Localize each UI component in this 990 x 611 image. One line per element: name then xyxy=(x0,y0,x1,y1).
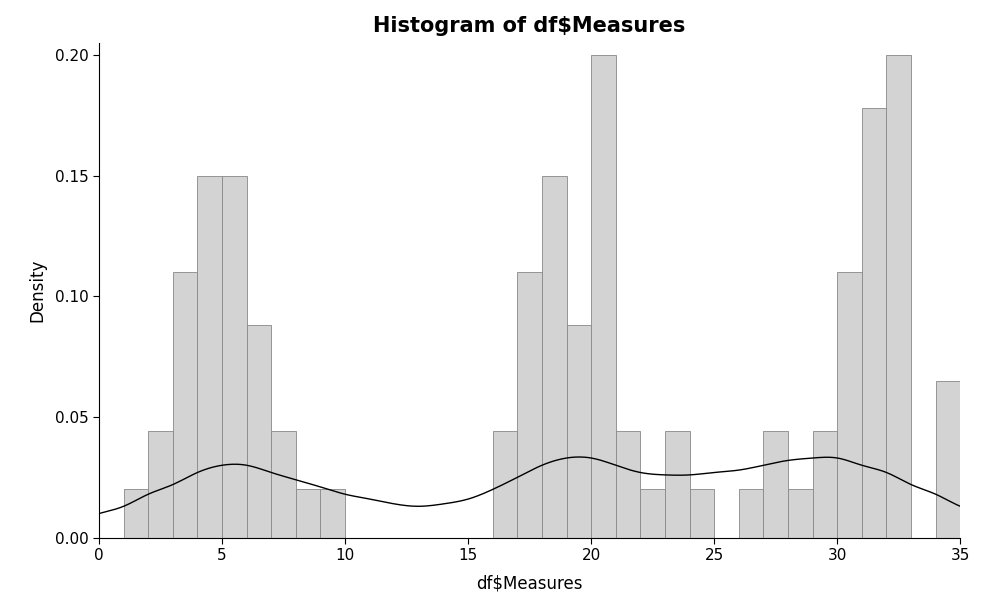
Bar xyxy=(566,325,591,538)
Bar xyxy=(321,489,346,538)
Bar xyxy=(616,431,641,538)
Bar xyxy=(271,431,296,538)
Bar xyxy=(739,489,763,538)
Bar xyxy=(813,431,838,538)
Bar xyxy=(641,489,665,538)
X-axis label: df$Measures: df$Measures xyxy=(476,574,583,592)
Bar xyxy=(838,272,862,538)
Y-axis label: Density: Density xyxy=(29,258,47,322)
Bar xyxy=(247,325,271,538)
Bar xyxy=(542,175,566,538)
Bar xyxy=(591,55,616,538)
Bar xyxy=(886,55,911,538)
Bar xyxy=(296,489,321,538)
Bar xyxy=(936,381,960,538)
Bar xyxy=(763,431,788,538)
Bar xyxy=(518,272,542,538)
Bar xyxy=(222,175,247,538)
Bar xyxy=(862,108,886,538)
Bar xyxy=(665,431,690,538)
Bar xyxy=(690,489,714,538)
Bar xyxy=(493,431,518,538)
Bar xyxy=(124,489,148,538)
Bar xyxy=(148,431,173,538)
Bar xyxy=(788,489,813,538)
Bar xyxy=(173,272,197,538)
Title: Histogram of df$Measures: Histogram of df$Measures xyxy=(373,16,686,35)
Bar xyxy=(197,175,222,538)
